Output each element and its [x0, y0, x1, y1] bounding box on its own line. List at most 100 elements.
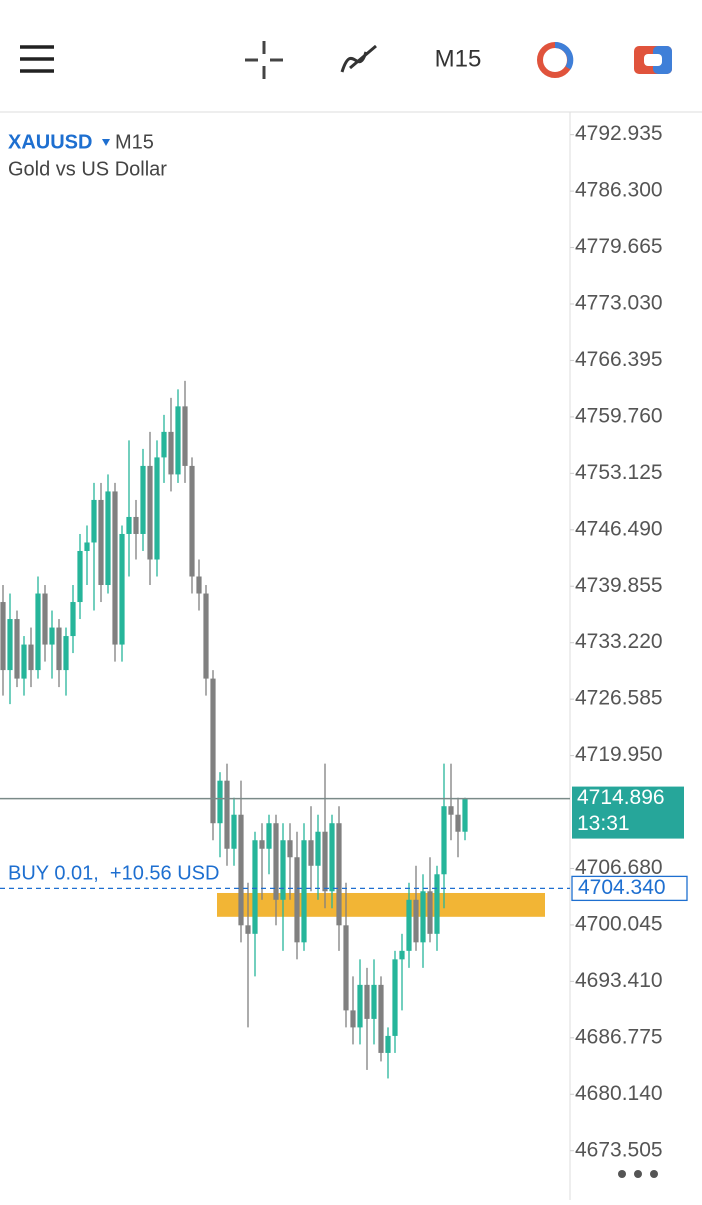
buy-price-box [571, 875, 688, 902]
candle-body [182, 406, 188, 466]
candle-body [168, 431, 174, 475]
candle-body [0, 602, 6, 671]
candle-body [357, 984, 363, 1028]
candle-body [364, 984, 370, 1019]
candle-body [175, 406, 181, 475]
crosshair-button[interactable] [245, 41, 283, 79]
candle-body [448, 806, 454, 815]
candle-body [315, 831, 321, 866]
candle-body [63, 636, 69, 671]
candle-body [441, 806, 447, 875]
candle-body [112, 491, 118, 645]
candle-body [77, 550, 83, 603]
symbol[interactable]: XAUUSD [8, 131, 92, 153]
candle-body [420, 891, 426, 943]
candle-body [329, 823, 335, 892]
candle-body [217, 780, 223, 824]
candle-body [385, 1035, 391, 1053]
more-button[interactable] [618, 1170, 658, 1178]
candle-body [245, 925, 251, 934]
candle-body [322, 831, 328, 892]
candle-body [126, 516, 132, 534]
y-tick-label: 4700.045 [575, 912, 663, 935]
clock-button[interactable] [537, 41, 574, 78]
y-tick-label: 4746.490 [575, 517, 663, 540]
candle-body [196, 576, 202, 594]
candle-body [343, 925, 349, 1011]
candle-body [413, 899, 419, 943]
candle-body [287, 840, 293, 858]
y-tick-label: 4686.775 [575, 1025, 663, 1048]
candle-body [259, 840, 265, 849]
candle-body [308, 840, 314, 866]
candle-body [161, 431, 167, 458]
y-tick-label: 4759.760 [575, 404, 663, 427]
candle-body [427, 891, 433, 934]
y-tick-label: 4673.505 [575, 1138, 663, 1161]
candle-body [28, 644, 34, 671]
candle-body [462, 798, 468, 832]
y-tick-label: 4719.950 [575, 743, 663, 766]
current-price-label: 4714.896 [577, 786, 665, 809]
candle-body [91, 499, 97, 543]
countdown: 13:31 [577, 812, 630, 835]
indicators-button[interactable] [340, 44, 377, 73]
candle-body [294, 857, 300, 943]
chart-timeframe: M15 [115, 131, 154, 153]
candle-body [70, 602, 76, 637]
y-tick-label: 4753.125 [575, 461, 663, 484]
candle-body [266, 823, 272, 849]
candle-body [49, 627, 55, 645]
candle-body [119, 533, 125, 645]
y-tick-label: 4779.665 [575, 235, 663, 258]
candle-body [84, 542, 90, 551]
current-price-box [572, 786, 684, 839]
candle-body [238, 814, 244, 926]
menu-button[interactable] [20, 45, 54, 73]
y-tick-label: 4739.855 [575, 574, 663, 597]
candle-body [224, 780, 230, 849]
candle-body [350, 1010, 356, 1028]
candle-body [434, 874, 440, 934]
candle-body [140, 465, 146, 534]
y-tick-label: 4786.300 [575, 179, 663, 202]
y-tick-label: 4680.140 [575, 1082, 663, 1105]
candle-body [273, 823, 279, 900]
candle-body [35, 593, 41, 671]
candle-body [252, 840, 258, 934]
candle-body [105, 491, 111, 586]
buy-label: BUY 0.01, +10.56 USD [8, 863, 219, 885]
y-tick-label: 4706.680 [575, 856, 663, 879]
candle-body [7, 619, 13, 671]
candle-body [301, 840, 307, 943]
candle-body [14, 619, 20, 679]
trade-button[interactable] [634, 46, 672, 74]
candle-body [21, 644, 27, 679]
candle-body [133, 516, 139, 534]
candle-body [147, 465, 153, 560]
candle-body [210, 678, 216, 824]
y-tick-label: 4733.220 [575, 630, 663, 653]
y-tick-label: 4792.935 [575, 122, 663, 145]
candle-body [56, 627, 62, 671]
candle-body [371, 984, 377, 1019]
timeframe-button[interactable]: M15 [435, 45, 482, 72]
candle-body [98, 499, 104, 586]
y-tick-label: 4766.395 [575, 348, 663, 371]
candle-body [392, 959, 398, 1036]
toolbar: M15 [20, 41, 672, 79]
y-tick-label: 4726.585 [575, 687, 663, 710]
candle-body [203, 593, 209, 679]
buy-price-label: 4704.340 [578, 876, 666, 899]
candle-body [154, 457, 160, 560]
symbol-dropdown[interactable] [102, 139, 110, 146]
candle-body [336, 823, 342, 926]
y-tick-label: 4773.030 [575, 292, 663, 315]
description: Gold vs US Dollar [8, 158, 167, 180]
zone [217, 892, 545, 917]
candle-body [455, 814, 461, 832]
candle-body [189, 465, 195, 577]
candle-body [280, 840, 286, 900]
candle-body [231, 814, 237, 849]
